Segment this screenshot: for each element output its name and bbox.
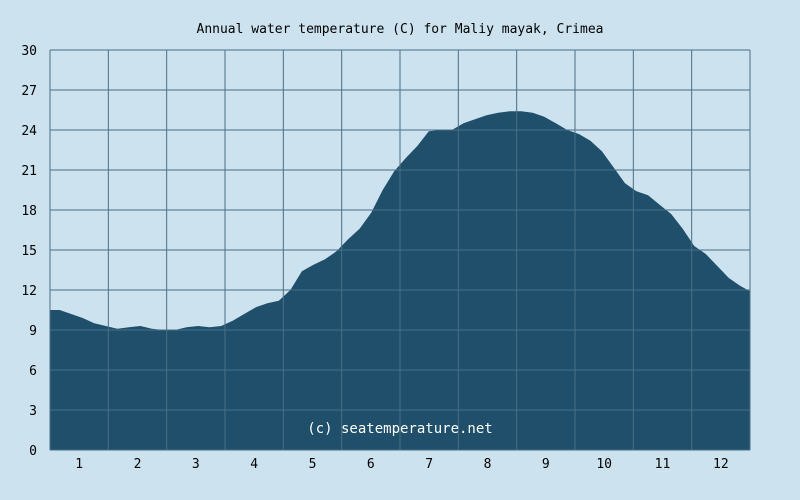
x-tick-label: 4 bbox=[250, 457, 258, 472]
y-tick-label: 3 bbox=[29, 404, 37, 419]
x-tick-label: 6 bbox=[367, 457, 375, 472]
grid bbox=[49, 49, 751, 451]
x-tick-label: 11 bbox=[655, 457, 671, 472]
x-tick-label: 2 bbox=[134, 457, 142, 472]
x-tick-label: 1 bbox=[75, 457, 83, 472]
y-tick-label: 15 bbox=[21, 244, 37, 259]
x-tick-label: 5 bbox=[309, 457, 317, 472]
x-tick-label: 3 bbox=[192, 457, 200, 472]
x-tick-label: 10 bbox=[596, 457, 612, 472]
x-tick-label: 8 bbox=[484, 457, 492, 472]
y-tick-label: 21 bbox=[21, 164, 37, 179]
y-tick-label: 27 bbox=[21, 84, 37, 99]
x-axis: 1 2 3 4 5 6 7 8 9 10 11 12 bbox=[75, 457, 728, 472]
y-tick-label: 18 bbox=[21, 204, 37, 219]
x-tick-label: 9 bbox=[542, 457, 550, 472]
y-tick-label: 12 bbox=[21, 284, 37, 299]
y-tick-label: 9 bbox=[29, 324, 37, 339]
y-tick-label: 6 bbox=[29, 364, 37, 379]
chart-title: Annual water temperature (C) for Maliy m… bbox=[197, 22, 604, 37]
credit-text: (c) seatemperature.net bbox=[307, 421, 492, 437]
y-tick-label: 30 bbox=[21, 44, 37, 59]
y-tick-label: 0 bbox=[29, 444, 37, 459]
y-axis: 0 3 6 9 12 15 18 21 24 27 30 bbox=[21, 44, 37, 459]
x-tick-label: 12 bbox=[713, 457, 729, 472]
y-tick-label: 24 bbox=[21, 124, 37, 139]
x-tick-label: 7 bbox=[425, 457, 433, 472]
